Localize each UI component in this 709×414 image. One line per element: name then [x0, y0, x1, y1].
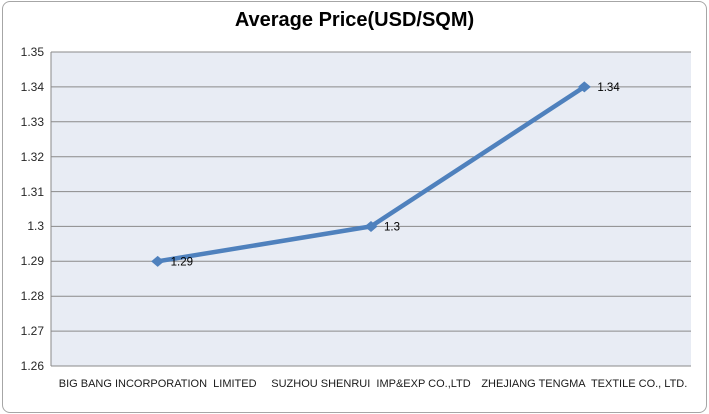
y-axis-tick-label: 1.26: [20, 359, 44, 373]
data-point-marker[interactable]: [577, 81, 591, 93]
y-axis-tick-label: 1.29: [20, 254, 44, 269]
data-point-label: 1.34: [597, 82, 620, 94]
x-axis-category-label: ZHEJIANG TENGMA TEXTILE CO., LTD.: [481, 378, 688, 390]
chart-title: Average Price(USD/SQM): [234, 9, 475, 31]
data-point-marker[interactable]: [151, 255, 165, 267]
plot-background: [51, 52, 691, 366]
y-axis-tick-label: 1.34: [20, 79, 44, 94]
y-axis-tick-label: 1.27: [20, 324, 44, 339]
y-axis-tick-label: 1.32: [20, 149, 44, 164]
x-axis-category-label: SUZHOU SHENRUI IMP&EXP CO.,LTD: [271, 378, 471, 390]
data-point-label: 1.29: [171, 256, 193, 268]
y-axis-tick-label: 1.33: [20, 114, 44, 129]
x-axis-category-label: BIG BANG INCORPORATION LIMITED: [58, 378, 257, 390]
y-axis-tick-label: 1.28: [20, 289, 44, 304]
y-axis-tick-label: 1.35: [20, 45, 44, 59]
y-axis-tick-label: 1.31: [20, 184, 44, 199]
y-axis-tick-label: 1.3: [27, 219, 44, 234]
data-point-marker[interactable]: [364, 220, 378, 232]
data-point-label: 1.3: [384, 221, 400, 233]
